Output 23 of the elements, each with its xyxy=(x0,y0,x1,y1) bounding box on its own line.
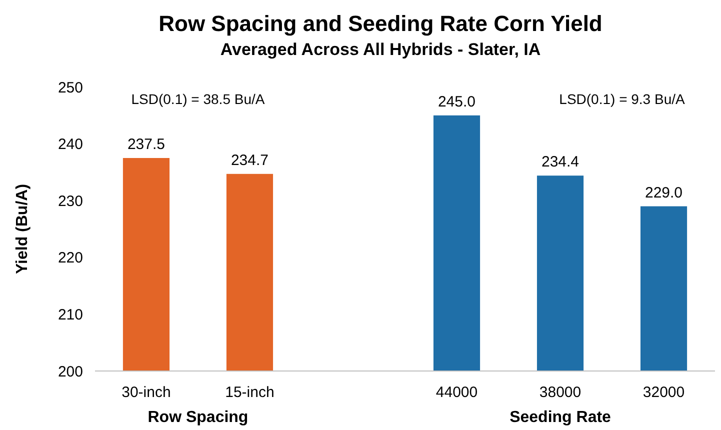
x-tick-label: 32000 xyxy=(642,384,685,401)
text: Seeding Rate xyxy=(510,409,612,426)
x-tick-label: 30-inch xyxy=(122,384,171,401)
annotation: LSD(0.1) = 9.3 Bu/A xyxy=(559,91,686,107)
x-tick-label: 15-inch xyxy=(225,384,274,401)
chart-subtitle: Averaged Across All Hybrids - Slater, IA xyxy=(220,40,541,59)
data-label: 245.0 xyxy=(438,93,476,110)
y-tick-label: 250 xyxy=(58,79,83,96)
data-label: 237.5 xyxy=(127,136,166,153)
y-tick-label: 200 xyxy=(58,363,83,380)
data-label: 229.0 xyxy=(644,184,683,202)
y-axis-title: Yield (Bu/A) xyxy=(14,184,31,274)
y-tick-label: 210 xyxy=(58,306,83,324)
data-label: 234.4 xyxy=(541,154,580,171)
annotation: LSD(0.1) = 38.5 Bu/A xyxy=(131,91,266,107)
x-tick-label: 44000 xyxy=(436,384,478,401)
y-tick-label: 220 xyxy=(58,250,83,267)
y-tick-label: 230 xyxy=(58,192,83,210)
y-tick-label: 240 xyxy=(58,136,83,154)
x-tick-label: 38000 xyxy=(539,384,582,401)
chart-title: Row Spacing and Seeding Rate Corn Yield xyxy=(158,11,602,36)
data-label: 234.7 xyxy=(230,152,269,169)
text: Row Spacing xyxy=(148,409,248,426)
